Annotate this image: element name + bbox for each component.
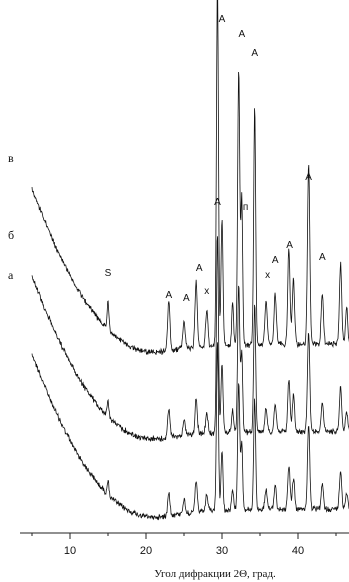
x-axis-ticks: 10 20 30 40 [31, 533, 337, 557]
pattern-label-a: а [8, 268, 14, 282]
pattern-label-v: в [8, 151, 14, 165]
pattern-v-line [31, 0, 349, 355]
pattern-label-b: б [8, 228, 14, 242]
peak-label: A [196, 263, 203, 274]
peak-label: A [238, 29, 245, 40]
peak-label: x [265, 270, 270, 281]
peak-label: A [183, 293, 190, 304]
peak-label: A [165, 290, 172, 301]
pattern-b-line [31, 236, 349, 443]
x-tick-label: 40 [292, 545, 304, 557]
diffraction-patterns [31, 0, 349, 521]
x-tick-label: 10 [64, 545, 76, 557]
peak-label: A [214, 197, 221, 208]
peak-label: A [286, 240, 293, 251]
x-tick-label: 30 [216, 545, 228, 557]
peak-label: A [219, 14, 226, 25]
pattern-a-line [31, 342, 349, 521]
x-axis-label: Угол дифракции 2Θ, град. [154, 568, 276, 580]
peak-label: x [204, 286, 209, 297]
peak-label: S [105, 268, 112, 279]
pattern-labels: а б в [8, 151, 14, 282]
peak-label: A [319, 252, 326, 263]
peak-label: A [251, 48, 258, 59]
x-tick-label: 20 [140, 545, 152, 557]
peak-label: п [243, 202, 248, 213]
peak-label: A [272, 255, 279, 266]
peak-label: A [305, 172, 312, 183]
